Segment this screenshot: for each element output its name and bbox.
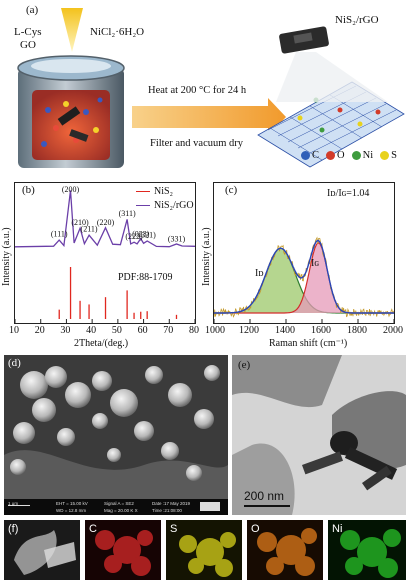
eds-label-s: S xyxy=(170,523,178,535)
sem-signal: Signal A = SE2 xyxy=(104,501,134,506)
carbon-dot-icon xyxy=(301,151,310,160)
pour-arrow-icon xyxy=(61,8,83,52)
legend-ni: Ni xyxy=(362,150,374,161)
eds-map-nickel: Ni xyxy=(328,520,406,580)
raman-band-fill xyxy=(214,248,394,313)
raman-tick-label: 1800 xyxy=(347,325,367,336)
xrd-plot-frame: (111) (200) (210) (211) (220) (311) (222) (023)… xyxy=(14,182,196,324)
xrd-peak-label: (321) xyxy=(139,231,157,240)
xrd-peak-label: (311) xyxy=(119,209,136,218)
eds-label-o: O xyxy=(251,523,260,535)
raman-raw-line xyxy=(213,236,395,318)
sem-info-bar: 1 μm EHT = 15.00 kV WD = 12.8 mm Signal … xyxy=(4,499,228,515)
tem-scale-text: 200 nm xyxy=(244,489,285,503)
legend-s: S xyxy=(391,150,397,161)
panel-d-label: (d) xyxy=(8,357,21,369)
reagent-go: GO xyxy=(20,39,36,51)
xrd-legend-composite: NiS₂/rGO xyxy=(136,200,194,211)
raman-tick-label: 1000 xyxy=(205,325,225,336)
xrd-tick-label: 60 xyxy=(137,325,148,336)
xrd-xlabel: 2Theta/(deg.) xyxy=(74,338,129,349)
eds-label-ni: Ni xyxy=(332,523,343,535)
panel-c-label: (c) xyxy=(225,184,238,196)
eds-map-oxygen: O xyxy=(247,520,323,580)
eds-label-c: C xyxy=(89,523,97,535)
tem-scalebar-icon xyxy=(244,505,290,507)
xrd-pattern-line xyxy=(14,190,196,248)
panel-a-synthesis-scheme: (a) L-Cys GO NiCl₂·6H₂O xyxy=(0,0,410,182)
xrd-peak-label: (220) xyxy=(97,218,115,227)
step-filter: Filter and vacuum dry xyxy=(150,138,244,149)
eds-map-sem: (f) xyxy=(4,520,80,580)
xrd-legend-ref: NiS₂ xyxy=(136,186,194,197)
sem-eht: EHT = 15.00 kV xyxy=(56,501,88,506)
raman-xlabel: Raman shift (cm⁻¹) xyxy=(269,338,348,349)
xrd-peak-label: (023) xyxy=(132,229,150,238)
xrd-peak-label: (331) xyxy=(168,234,186,243)
panel-e-label: (e) xyxy=(238,359,251,371)
process-arrow-icon xyxy=(132,98,286,136)
raman-fit-line xyxy=(214,239,394,314)
reagent-nicl2: NiCl₂·6H₂O xyxy=(90,26,145,38)
eds-map-sulfur: S xyxy=(166,520,242,580)
oxygen-dot-icon xyxy=(326,151,336,160)
panel-d-sem-image: (d) 1 μm EHT = 15.00 kV WD = 12.8 mm Sig… xyxy=(4,355,228,515)
xrd-tick-label: 10 xyxy=(9,325,19,336)
sem-date: Date :17 May 2019 xyxy=(152,501,191,506)
raman-plot-frame xyxy=(213,182,395,324)
xrd-tick-label: 30 xyxy=(60,325,71,336)
xrd-tick-label: 40 xyxy=(86,325,97,336)
panel-b-xrd: (111) (200) (210) (211) (220) (311) (222) (023)… xyxy=(0,182,205,352)
raman-tick-label: 1200 xyxy=(239,325,259,336)
zeiss-logo-icon xyxy=(200,502,220,511)
panel-e-tem-image: (e) 200 nm xyxy=(232,355,406,515)
nickel-dot-icon xyxy=(351,151,361,160)
sem-scalebar-icon xyxy=(8,505,30,506)
xrd-tick-label: 80 xyxy=(189,325,199,336)
panel-a-label: (a) xyxy=(26,4,39,16)
sem-wd: WD = 12.8 mm xyxy=(56,508,87,513)
raman-ratio-annotation: Iᴅ/Iɢ=1.04 xyxy=(327,188,370,199)
xrd-ylabel: Intensity (a.u.) xyxy=(1,227,12,286)
sem-texture xyxy=(4,355,228,499)
xrd-peak-label: (210) xyxy=(71,218,89,227)
xrd-pdf-annotation: PDF:88-1709 xyxy=(118,272,173,283)
legend-o: O xyxy=(337,150,345,161)
xrd-peak-label: (222) xyxy=(125,232,143,241)
ref-line-icon xyxy=(136,191,150,192)
xrd-legend: NiS₂ NiS₂/rGO xyxy=(136,186,194,211)
composite-line-icon xyxy=(136,205,150,206)
sem-mag: Mag = 20.00 K X xyxy=(104,508,138,513)
panel-c-raman: (c) Intensity (a.u.) Iᴅ/Iɢ=1.04 Iᴅ Iɢ 10… xyxy=(201,182,410,352)
reagent-lcys: L-Cys xyxy=(14,26,42,38)
xrd-tick-label: 70 xyxy=(163,325,174,336)
panel-b-label: (b) xyxy=(22,184,35,196)
xrd-peak-label: (211) xyxy=(81,224,98,233)
xrd-tick-label: 50 xyxy=(111,325,122,336)
xrd-tick-label: 20 xyxy=(34,325,45,336)
raman-ylabel: Intensity (a.u.) xyxy=(201,227,212,286)
legend-c: C xyxy=(312,150,320,161)
sem-time: Time :21:08:00 xyxy=(152,508,182,513)
raman-chart xyxy=(213,236,395,323)
band-d-label: Iᴅ xyxy=(255,268,264,279)
panel-f-label: (f) xyxy=(8,523,19,535)
synthesis-drawing xyxy=(17,8,405,168)
xrd-chart: (111) (200) (210)(211)(220) (311) (222)(023)… xyxy=(14,185,196,323)
sem-scale: 1 μm xyxy=(8,501,19,506)
atom-legend: C O Ni S xyxy=(296,150,397,161)
eds-map-carbon: C xyxy=(85,520,161,580)
step-heat: Heat at 200 °C for 24 h xyxy=(148,85,247,96)
tem-texture xyxy=(232,355,406,515)
band-g-label: Iɢ xyxy=(311,258,319,269)
raman-tick-label: 2000 xyxy=(383,325,403,336)
xrd-peak-label: (200) xyxy=(62,185,80,194)
raman-band-fill xyxy=(214,242,394,313)
xrd-peak-label: (111) xyxy=(51,229,68,238)
raman-tick-label: 1600 xyxy=(311,325,331,336)
product-label: NiS₂/rGO xyxy=(335,14,379,26)
raman-tick-label: 1400 xyxy=(275,325,295,336)
sulfur-dot-icon xyxy=(380,151,390,160)
